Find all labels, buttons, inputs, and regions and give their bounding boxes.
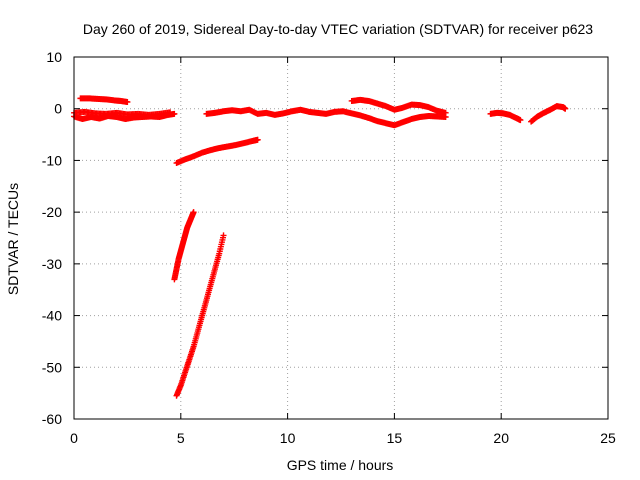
series-1 bbox=[77, 95, 131, 105]
data-point bbox=[442, 109, 449, 116]
y-tick-label: -50 bbox=[42, 359, 62, 375]
data-point bbox=[517, 117, 524, 124]
x-axis-title: GPS time / hours bbox=[287, 457, 394, 473]
grid-lines bbox=[74, 57, 608, 419]
plot-frame bbox=[73, 56, 609, 420]
x-tick-label: 25 bbox=[600, 430, 616, 446]
data-point bbox=[190, 209, 197, 216]
data-point bbox=[254, 136, 261, 143]
series-5 bbox=[171, 209, 197, 283]
chart-title: Day 260 of 2019, Sidereal Day-to-day VTE… bbox=[83, 21, 593, 37]
axis-ticks: 0 5 10 15 20 25 10 0 -10 -20 -30 -40 -50 -60 bbox=[42, 49, 616, 446]
data-point bbox=[220, 232, 227, 239]
series-8 bbox=[348, 96, 449, 116]
series-10 bbox=[528, 103, 569, 125]
y-tick-label: -60 bbox=[42, 411, 62, 427]
y-tick-label: 0 bbox=[54, 101, 62, 117]
x-tick-label: 15 bbox=[387, 430, 403, 446]
data-point bbox=[167, 109, 174, 116]
data-point bbox=[562, 105, 569, 112]
series-3 bbox=[71, 108, 174, 118]
series-7 bbox=[203, 106, 449, 129]
y-tick-label: -20 bbox=[42, 204, 62, 220]
series-9 bbox=[487, 109, 524, 124]
x-tick-label: 20 bbox=[493, 430, 509, 446]
data-point bbox=[124, 98, 131, 105]
y-tick-label: 10 bbox=[46, 49, 62, 65]
y-tick-label: -10 bbox=[42, 152, 62, 168]
series-4 bbox=[173, 136, 261, 167]
x-tick-label: 5 bbox=[177, 430, 185, 446]
y-axis-title: SDTVAR / TECUs bbox=[5, 183, 21, 295]
series-6 bbox=[173, 232, 227, 399]
x-tick-label: 0 bbox=[70, 430, 78, 446]
data-points bbox=[71, 95, 569, 399]
data-point bbox=[171, 110, 178, 117]
y-tick-label: -40 bbox=[42, 308, 62, 324]
y-tick-label: -30 bbox=[42, 256, 62, 272]
x-tick-label: 10 bbox=[280, 430, 296, 446]
